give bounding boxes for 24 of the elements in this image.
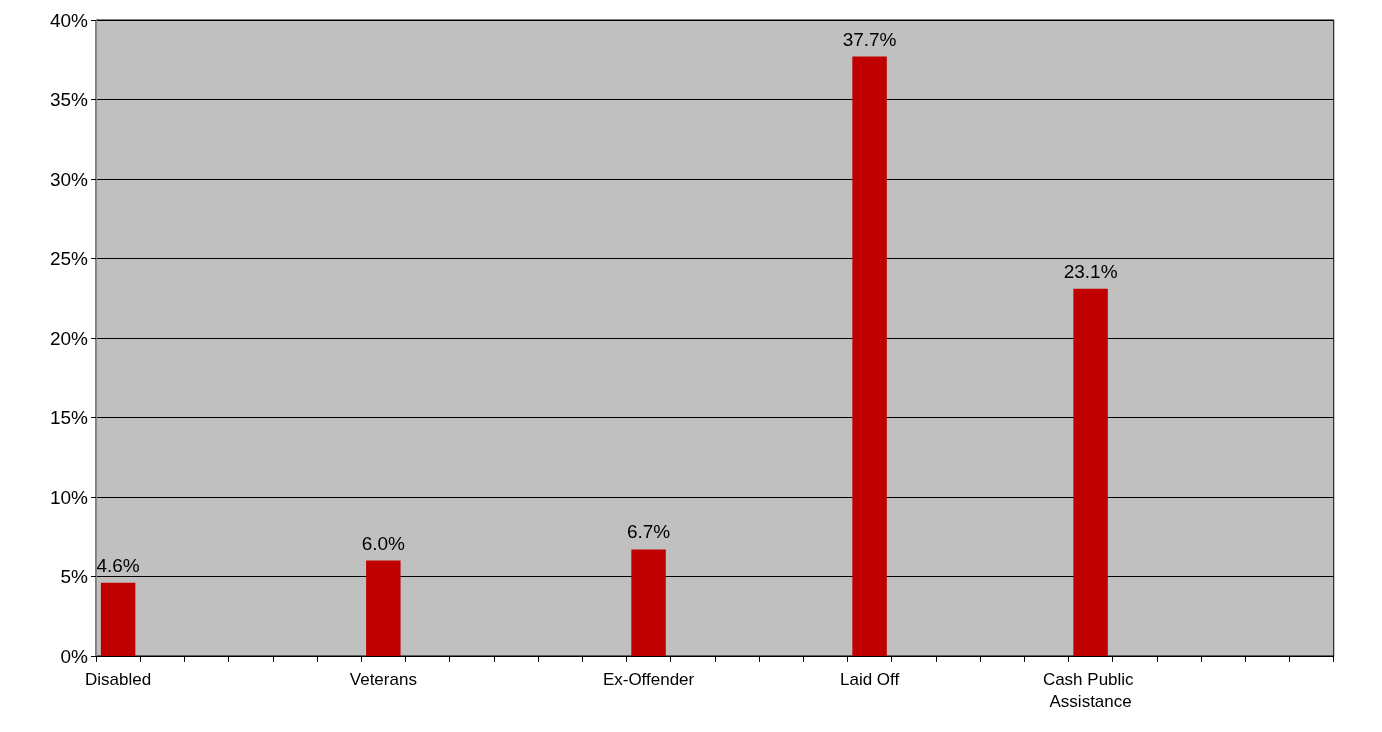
y-tick-label: 20% (49, 327, 89, 349)
data-label: 6.7% (626, 521, 671, 543)
bar (1073, 288, 1108, 656)
y-tick-label: 10% (49, 486, 89, 508)
y-tick-label: 5% (60, 566, 89, 587)
y-tick-label: 0% (60, 645, 89, 667)
bar (366, 560, 401, 656)
x-tick-label: Cash Public Assistance (1042, 669, 1139, 711)
bar (631, 549, 666, 656)
y-tick-label: 40% (49, 9, 89, 31)
y-tick-label: 30% (49, 168, 89, 190)
x-tick-label: Laid Off (839, 669, 900, 689)
y-tick-label: 25% (49, 248, 89, 269)
x-tick-label: Ex-Offender (602, 669, 695, 689)
bar (852, 56, 887, 656)
y-tick-label: 35% (49, 89, 89, 110)
x-tick-label: Disabled (85, 669, 152, 689)
x-tick-label: Veterans (349, 669, 417, 689)
data-label: 4.6% (96, 554, 140, 576)
data-label: 6.0% (361, 532, 406, 554)
bar (100, 582, 136, 656)
data-label: 37.7% (842, 28, 897, 50)
data-label: 23.1% (1063, 260, 1118, 282)
y-tick-label: 15% (49, 407, 89, 428)
